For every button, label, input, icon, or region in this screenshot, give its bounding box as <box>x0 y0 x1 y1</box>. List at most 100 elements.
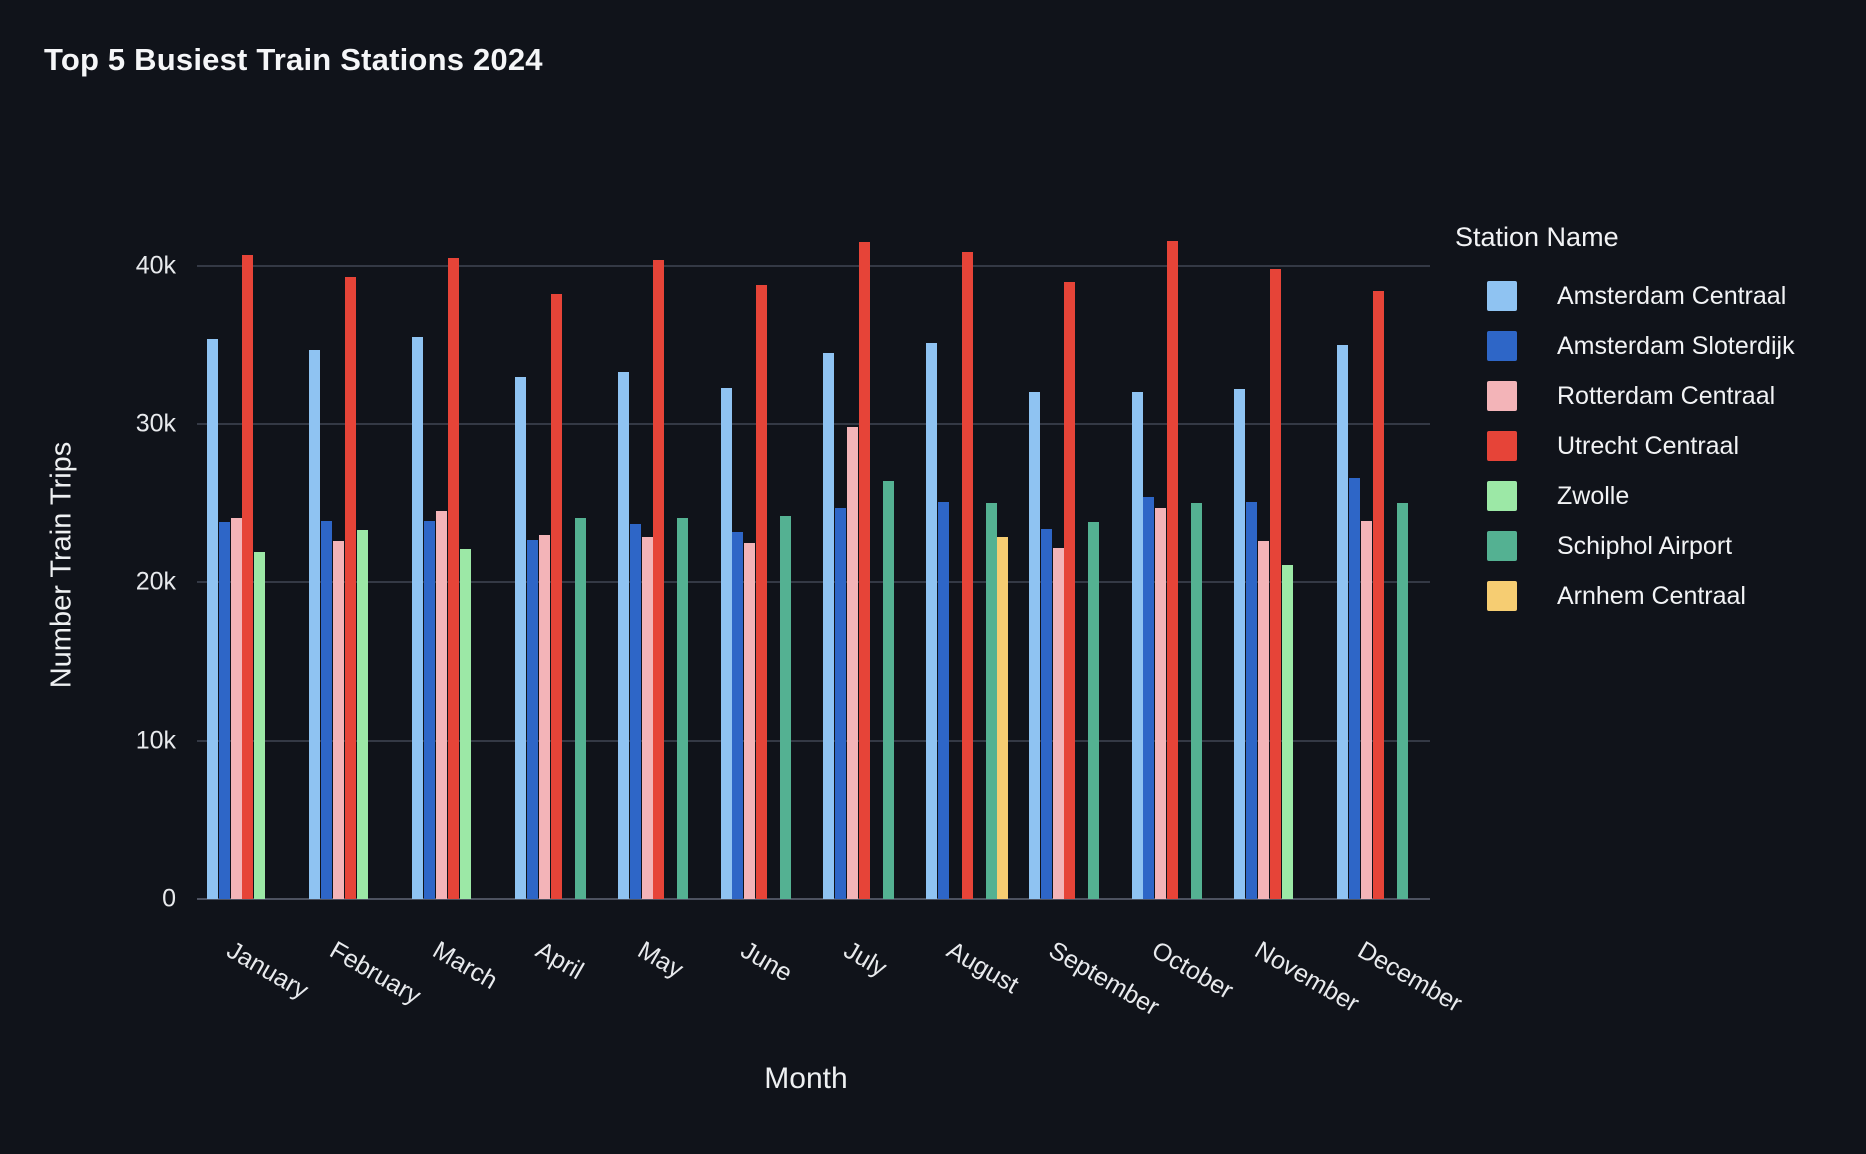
bar-schiphol-airport-october[interactable] <box>1191 503 1202 900</box>
legend-item-label: Schiphol Airport <box>1557 531 1733 560</box>
bar-rotterdam-centraal-january[interactable] <box>230 517 242 899</box>
bar-rotterdam-centraal-june[interactable] <box>744 542 756 899</box>
bar-amsterdam-sloterdijk-april[interactable] <box>526 539 538 899</box>
legend-swatch-icon <box>1487 481 1517 511</box>
bar-rotterdam-centraal-november[interactable] <box>1258 541 1269 899</box>
bar-arnhem-centraal-august[interactable] <box>997 536 1009 899</box>
bar-rotterdam-centraal-february[interactable] <box>333 541 345 899</box>
bar-utrecht-centraal-october[interactable] <box>1167 240 1179 899</box>
y-tick-label-40k: 40k <box>135 251 176 280</box>
bar-utrecht-centraal-april[interactable] <box>550 294 562 899</box>
bar-amsterdam-sloterdijk-october[interactable] <box>1143 496 1155 899</box>
bar-zwolle-january[interactable] <box>254 552 266 899</box>
bar-schiphol-airport-may[interactable] <box>677 517 689 899</box>
x-tick-label-february: February <box>325 936 426 1011</box>
gridline-40k <box>197 264 1430 267</box>
bar-schiphol-airport-april[interactable] <box>574 517 586 899</box>
bar-schiphol-airport-july[interactable] <box>882 481 894 899</box>
x-tick-label-july: July <box>838 936 892 983</box>
bar-rotterdam-centraal-october[interactable] <box>1155 508 1167 899</box>
bar-amsterdam-sloterdijk-march[interactable] <box>424 520 436 899</box>
bar-utrecht-centraal-january[interactable] <box>242 254 254 899</box>
y-axis-title: Number Train Trips <box>45 441 78 689</box>
bar-rotterdam-centraal-september[interactable] <box>1052 547 1064 899</box>
bar-amsterdam-centraal-february[interactable] <box>309 349 321 899</box>
legend-items: Amsterdam Centraal Amsterdam Sloterdijk Ro… <box>1455 271 1855 621</box>
bar-amsterdam-centraal-december[interactable] <box>1337 345 1348 899</box>
y-tick-label-20k: 20k <box>135 567 176 596</box>
legend-item-label: Amsterdam Centraal <box>1557 281 1787 310</box>
legend-item-label: Utrecht Centraal <box>1557 431 1740 460</box>
bar-amsterdam-sloterdijk-june[interactable] <box>732 531 744 899</box>
bar-amsterdam-centraal-january[interactable] <box>206 338 218 899</box>
bar-amsterdam-centraal-august[interactable] <box>926 343 937 899</box>
x-axis-line <box>197 898 1430 900</box>
bar-zwolle-november[interactable] <box>1281 565 1293 899</box>
bar-schiphol-airport-september[interactable] <box>1088 522 1100 899</box>
legend: Station Name Amsterdam Centraal Amsterdam… <box>1455 222 1855 621</box>
bar-amsterdam-centraal-april[interactable] <box>515 376 526 899</box>
bar-utrecht-centraal-november[interactable] <box>1269 269 1281 899</box>
bar-amsterdam-centraal-september[interactable] <box>1028 392 1040 899</box>
gridline-10k <box>197 739 1430 742</box>
gridline-30k <box>197 423 1430 426</box>
legend-item-label: Rotterdam Centraal <box>1557 381 1776 410</box>
bar-zwolle-march[interactable] <box>459 549 471 899</box>
chart-title: Top 5 Busiest Train Stations 2024 <box>44 42 543 77</box>
legend-item-amsterdam-centraal[interactable]: Amsterdam Centraal <box>1455 271 1855 321</box>
bar-utrecht-centraal-june[interactable] <box>756 284 768 899</box>
bar-amsterdam-sloterdijk-july[interactable] <box>835 508 847 899</box>
bar-rotterdam-centraal-may[interactable] <box>641 536 653 899</box>
bar-rotterdam-centraal-april[interactable] <box>538 534 550 899</box>
legend-title: Station Name <box>1455 222 1619 252</box>
x-tick-label-may: May <box>633 936 689 984</box>
legend-item-amsterdam-sloterdijk[interactable]: Amsterdam Sloterdijk <box>1455 321 1855 371</box>
legend-swatch-icon <box>1487 431 1517 461</box>
legend-item-zwolle[interactable]: Zwolle <box>1455 471 1855 521</box>
bar-rotterdam-centraal-december[interactable] <box>1360 520 1372 899</box>
x-tick-label-june: June <box>736 936 798 988</box>
y-tick-label-30k: 30k <box>135 409 176 438</box>
x-tick-label-december: December <box>1352 936 1467 1018</box>
x-tick-label-january: January <box>222 936 314 1005</box>
bar-amsterdam-centraal-october[interactable] <box>1131 392 1143 899</box>
bar-schiphol-airport-june[interactable] <box>780 515 791 899</box>
x-tick-label-april: April <box>530 936 588 986</box>
bar-amsterdam-centraal-july[interactable] <box>823 352 835 899</box>
bar-rotterdam-centraal-march[interactable] <box>436 511 447 899</box>
bar-amsterdam-sloterdijk-november[interactable] <box>1246 501 1258 899</box>
bar-amsterdam-centraal-november[interactable] <box>1234 389 1246 899</box>
bar-utrecht-centraal-december[interactable] <box>1372 291 1384 899</box>
bar-amsterdam-centraal-may[interactable] <box>617 371 629 899</box>
y-tick-label-10k: 10k <box>135 726 176 755</box>
bar-amsterdam-sloterdijk-december[interactable] <box>1348 477 1360 899</box>
legend-swatch-icon <box>1487 531 1517 561</box>
bar-amsterdam-centraal-june[interactable] <box>720 387 732 899</box>
bar-amsterdam-sloterdijk-february[interactable] <box>321 520 333 899</box>
legend-item-schiphol-airport[interactable]: Schiphol Airport <box>1455 521 1855 571</box>
bar-amsterdam-sloterdijk-august[interactable] <box>937 501 949 899</box>
x-tick-label-august: August <box>941 936 1024 1000</box>
bar-utrecht-centraal-july[interactable] <box>858 242 870 899</box>
x-axis-title: Month <box>764 1062 848 1095</box>
legend-swatch-icon <box>1487 581 1517 611</box>
legend-swatch-icon <box>1487 331 1517 361</box>
bar-utrecht-centraal-august[interactable] <box>961 251 973 899</box>
bar-utrecht-centraal-september[interactable] <box>1064 281 1076 899</box>
legend-item-arnhem-centraal[interactable]: Arnhem Centraal <box>1455 571 1855 621</box>
bar-amsterdam-sloterdijk-september[interactable] <box>1040 528 1052 899</box>
bar-utrecht-centraal-march[interactable] <box>447 257 459 899</box>
legend-item-rotterdam-centraal[interactable]: Rotterdam Centraal <box>1455 371 1855 421</box>
bar-utrecht-centraal-may[interactable] <box>653 259 665 899</box>
bar-zwolle-february[interactable] <box>357 530 369 899</box>
legend-item-utrecht-centraal[interactable]: Utrecht Centraal <box>1455 421 1855 471</box>
bar-amsterdam-sloterdijk-january[interactable] <box>218 522 230 899</box>
bar-amsterdam-centraal-march[interactable] <box>412 337 424 899</box>
bar-schiphol-airport-december[interactable] <box>1396 503 1408 900</box>
bar-rotterdam-centraal-july[interactable] <box>847 427 858 899</box>
bar-schiphol-airport-august[interactable] <box>985 503 997 900</box>
bar-utrecht-centraal-february[interactable] <box>345 276 357 899</box>
x-tick-label-march: March <box>427 936 503 995</box>
bar-amsterdam-sloterdijk-may[interactable] <box>629 523 641 899</box>
